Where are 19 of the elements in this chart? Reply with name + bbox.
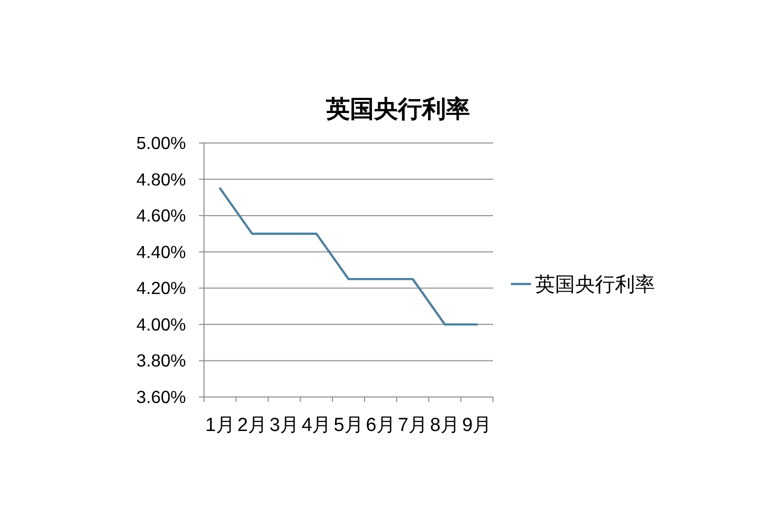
xtick: 1月 bbox=[205, 415, 235, 436]
ytick: 3.60% bbox=[136, 387, 186, 407]
xtick: 5月 bbox=[334, 415, 364, 436]
ytick: 5.00% bbox=[136, 133, 186, 153]
xtick: 3月 bbox=[270, 415, 300, 436]
xtick: 8月 bbox=[430, 415, 460, 436]
ytick: 4.60% bbox=[136, 206, 186, 226]
legend-label: 英国央行利率 bbox=[535, 274, 655, 296]
ytick: 4.00% bbox=[136, 314, 186, 334]
xtick: 4月 bbox=[302, 415, 332, 436]
title: 英国央行利率 bbox=[326, 96, 470, 123]
ytick: 4.40% bbox=[136, 242, 186, 262]
xtick: 6月 bbox=[366, 415, 396, 436]
ytick: 4.80% bbox=[136, 169, 186, 190]
xtick: 7月 bbox=[398, 415, 428, 436]
xtick: 9月 bbox=[462, 415, 492, 436]
ytick: 3.80% bbox=[136, 350, 186, 371]
ytick: 4.20% bbox=[136, 278, 186, 298]
xtick: 2月 bbox=[237, 415, 267, 436]
